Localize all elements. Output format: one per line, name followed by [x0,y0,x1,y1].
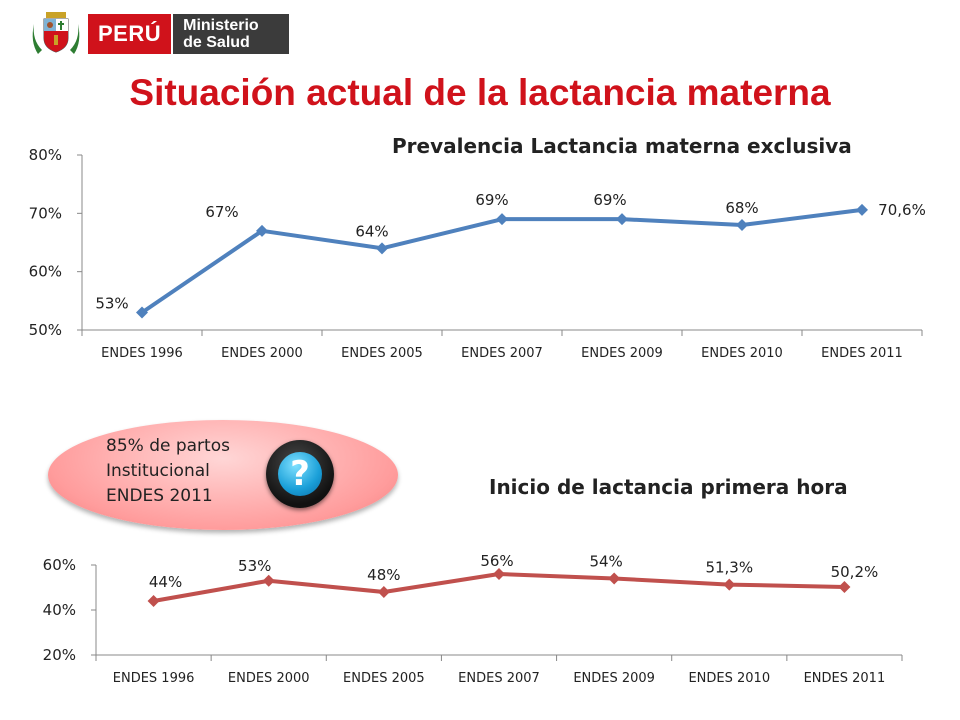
c2-data-point [262,574,275,587]
question-button[interactable]: ? [266,440,334,508]
c1-ytick-label: 70% [29,204,62,222]
c2-xtick-label: ENDES 2010 [688,671,770,686]
c2-data-label: 51,3% [705,559,753,577]
c2-ytick-label: 60% [43,556,76,574]
c1-data-label: 69% [475,191,508,209]
slide-title: Situación actual de la lactancia materna [129,72,831,113]
c2-data-label: 53% [238,557,271,575]
c1-data-label: 67% [205,203,238,221]
c2-xtick-label: ENDES 2009 [573,671,655,686]
callout-line-3: ENDES 2011 [106,486,213,506]
c1-data-point [496,213,508,226]
callout-text: 85% de partos Institucional ENDES 2011 [106,434,230,509]
c1-xtick-label: ENDES 2005 [341,346,423,361]
c2-data-point [493,568,505,580]
c1-data-point [856,203,868,216]
c2-data-label: 50,2% [831,563,879,581]
brand-ministry: Ministerio de Salud [173,14,289,54]
c1-xtick-label: ENDES 2010 [701,346,783,361]
c2-data-point [147,595,160,607]
peru-coat-of-arms-icon [32,12,80,54]
c1-data-point [616,213,628,226]
c2-data-label: 56% [480,552,513,570]
ministry-logo: PERÚ Ministerio de Salud [88,14,289,54]
c1-xtick-label: ENDES 2007 [461,346,543,361]
c2-data-label: 44% [149,573,182,591]
c2-ytick-label: 40% [43,601,76,619]
c2-xtick-label: ENDES 2000 [228,671,310,686]
brand-ministry-line1: Ministerio [183,17,259,34]
c1-data-point [256,224,268,237]
callout-line-1: 85% de partos [106,436,230,456]
c1-ytick-label: 80% [29,146,62,164]
c1-ytick-label: 50% [29,321,62,339]
c2-data-point [377,586,390,598]
c1-xtick-label: ENDES 2009 [581,346,663,361]
c2-ytick-label: 20% [43,646,76,664]
c2-xtick-label: ENDES 2005 [343,671,425,686]
c2-xtick-label: ENDES 1996 [113,671,195,686]
c2-data-label: 54% [589,553,622,571]
c1-data-label: 53% [95,295,128,313]
chart1-title: Prevalencia Lactancia materna exclusiva [392,134,852,158]
c1-ytick-label: 60% [29,263,62,281]
c1-data-label: 68% [725,199,758,217]
c1-data-point [376,242,388,255]
c1-data-label: 69% [593,191,626,209]
c2-xtick-label: ENDES 2007 [458,671,540,686]
c2-data-point [608,572,621,585]
c1-xtick-label: ENDES 2000 [221,346,303,361]
c1-series-line [140,207,863,315]
c1-data-point [136,306,148,319]
callout-bubble: 85% de partos Institucional ENDES 2011 ? [48,420,398,530]
c2-xtick-label: ENDES 2011 [804,671,886,686]
header: PERÚ Ministerio de Salud [0,0,960,60]
c2-data-point [723,578,736,591]
c1-data-label: 64% [355,222,388,240]
c2-data-label: 48% [367,566,400,584]
brand-ministry-line2: de Salud [183,34,250,51]
c1-xtick-label: ENDES 1996 [101,346,183,361]
c2-data-point [838,581,851,594]
question-mark-icon: ? [278,452,322,496]
c1-data-point [736,219,748,231]
c1-data-label: 70,6% [878,201,926,219]
c1-xtick-label: ENDES 2011 [821,346,903,361]
brand-country: PERÚ [88,14,174,54]
chart2-title: Inicio de lactancia primera hora [489,475,848,499]
callout-line-2: Institucional [106,461,210,481]
